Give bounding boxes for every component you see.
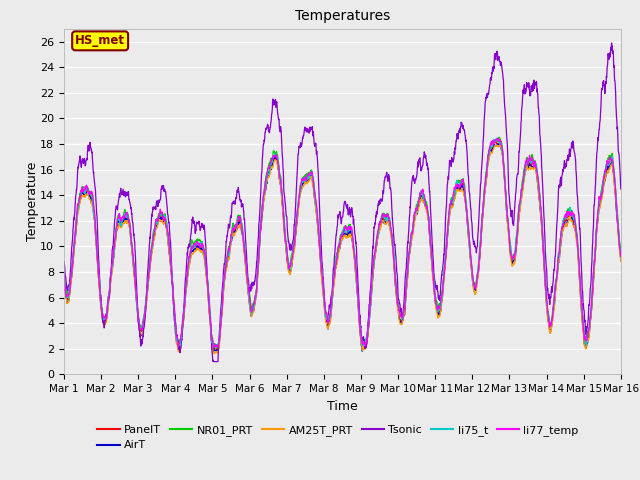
li75_t bbox=[212, 345, 220, 351]
li75_t bbox=[505, 226, 513, 231]
AM25T_PRT bbox=[211, 351, 218, 357]
X-axis label: Time: Time bbox=[327, 400, 358, 413]
li77_temp bbox=[371, 251, 379, 256]
li77_temp bbox=[216, 334, 223, 340]
li77_temp bbox=[617, 253, 625, 259]
li75_t bbox=[216, 333, 223, 339]
li75_t bbox=[617, 253, 625, 259]
Tsonic bbox=[504, 173, 512, 179]
PanelT bbox=[505, 230, 513, 236]
NR01_PRT bbox=[584, 331, 591, 337]
AM25T_PRT bbox=[496, 142, 504, 148]
NR01_PRT bbox=[495, 134, 503, 140]
AM25T_PRT bbox=[505, 234, 513, 240]
AirT bbox=[497, 141, 504, 147]
NR01_PRT bbox=[371, 252, 379, 258]
Line: li77_temp: li77_temp bbox=[64, 138, 621, 348]
li75_t bbox=[493, 135, 500, 141]
PanelT bbox=[209, 348, 217, 353]
AirT bbox=[60, 277, 68, 283]
Line: PanelT: PanelT bbox=[64, 141, 621, 350]
li77_temp bbox=[209, 345, 217, 351]
Line: AirT: AirT bbox=[64, 144, 621, 351]
AirT bbox=[568, 215, 576, 220]
AirT bbox=[584, 340, 591, 346]
Line: li75_t: li75_t bbox=[64, 138, 621, 348]
li75_t bbox=[371, 251, 379, 257]
li77_temp bbox=[60, 272, 68, 278]
PanelT bbox=[371, 252, 379, 258]
li77_temp bbox=[505, 227, 513, 232]
NR01_PRT bbox=[359, 341, 367, 347]
PanelT bbox=[216, 335, 223, 340]
Tsonic bbox=[617, 186, 625, 192]
Tsonic bbox=[584, 324, 591, 330]
PanelT bbox=[491, 138, 499, 144]
AM25T_PRT bbox=[617, 258, 625, 264]
Tsonic bbox=[359, 338, 367, 344]
AM25T_PRT bbox=[584, 338, 591, 344]
AM25T_PRT bbox=[359, 346, 367, 352]
AirT bbox=[617, 258, 625, 264]
AirT bbox=[359, 347, 367, 353]
PanelT bbox=[568, 213, 576, 219]
Line: AM25T_PRT: AM25T_PRT bbox=[64, 145, 621, 354]
Tsonic bbox=[60, 259, 68, 264]
PanelT bbox=[584, 336, 591, 342]
Line: NR01_PRT: NR01_PRT bbox=[64, 137, 621, 348]
li75_t bbox=[359, 341, 367, 347]
AM25T_PRT bbox=[371, 255, 379, 261]
NR01_PRT bbox=[214, 345, 221, 351]
Y-axis label: Temperature: Temperature bbox=[26, 162, 38, 241]
li75_t bbox=[60, 272, 68, 277]
NR01_PRT bbox=[617, 250, 625, 256]
NR01_PRT bbox=[505, 228, 513, 233]
Title: Temperatures: Temperatures bbox=[295, 10, 390, 24]
li77_temp bbox=[494, 135, 502, 141]
li77_temp bbox=[568, 208, 576, 214]
NR01_PRT bbox=[60, 271, 68, 277]
Tsonic bbox=[371, 222, 379, 228]
Text: HS_met: HS_met bbox=[75, 35, 125, 48]
li75_t bbox=[584, 333, 591, 338]
Tsonic bbox=[209, 359, 217, 364]
Line: Tsonic: Tsonic bbox=[64, 43, 621, 361]
li77_temp bbox=[584, 332, 591, 338]
NR01_PRT bbox=[568, 208, 576, 214]
AirT bbox=[505, 229, 513, 235]
Tsonic bbox=[607, 40, 615, 46]
li75_t bbox=[568, 213, 576, 219]
PanelT bbox=[359, 342, 367, 348]
AirT bbox=[210, 348, 218, 354]
PanelT bbox=[60, 274, 68, 280]
AM25T_PRT bbox=[60, 278, 68, 284]
Tsonic bbox=[568, 142, 575, 147]
AM25T_PRT bbox=[216, 340, 223, 346]
AirT bbox=[216, 338, 223, 344]
li77_temp bbox=[359, 341, 367, 347]
Tsonic bbox=[216, 328, 223, 334]
NR01_PRT bbox=[216, 336, 223, 342]
PanelT bbox=[617, 254, 625, 260]
AirT bbox=[371, 256, 379, 262]
Legend: PanelT, AirT, NR01_PRT, AM25T_PRT, Tsonic, li75_t, li77_temp: PanelT, AirT, NR01_PRT, AM25T_PRT, Tsoni… bbox=[97, 425, 579, 450]
AM25T_PRT bbox=[568, 218, 576, 224]
